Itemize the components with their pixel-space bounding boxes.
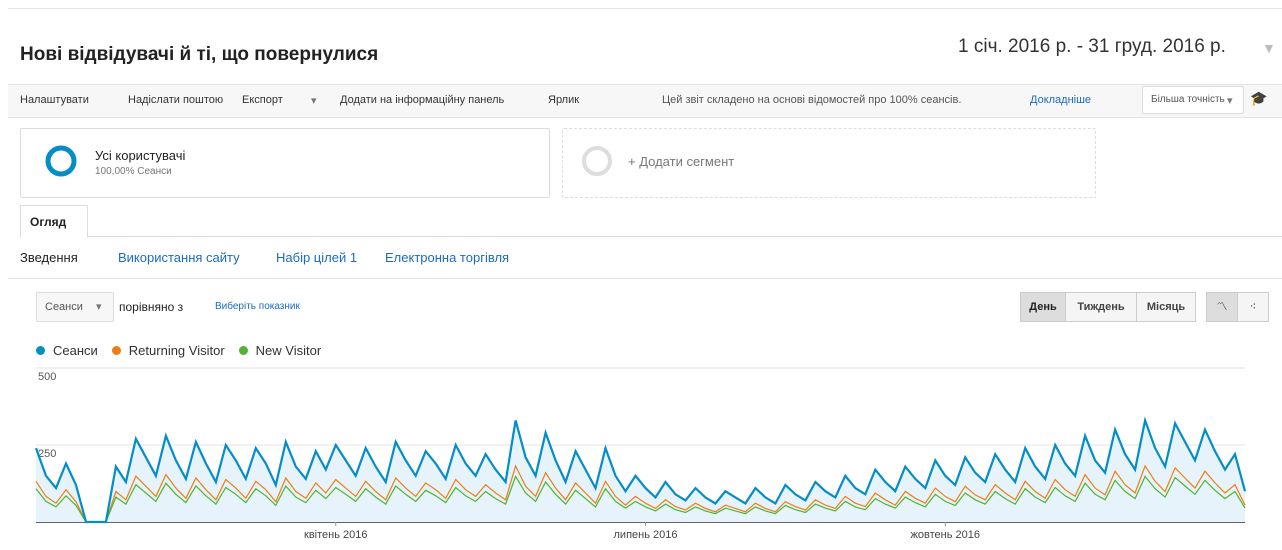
dropdown-arrow: ▾ [311,95,317,107]
y-tick-label: 250 [38,448,56,460]
motion-chart-toggle[interactable]: ⁖ [1237,292,1269,322]
series-line [34,416,1247,524]
segment-sub: 100,00% Сеанси [95,166,172,177]
report-note: Цей звіт складено на основі відомостей п… [662,94,962,106]
subtab[interactable]: Набір цілей 1 [276,250,358,265]
education-icon[interactable]: 🎓 [1250,90,1268,106]
legend-dot [36,346,45,355]
metric-select[interactable] [36,292,114,322]
toolbar [8,84,1282,118]
subtab[interactable]: Зведення [20,250,78,265]
segment-ring [45,145,77,177]
period-button[interactable]: День [1020,292,1066,322]
details-link[interactable]: Докладніше [1030,94,1092,106]
x-tick-label: жовтень 2016 [911,529,980,541]
tab[interactable] [20,205,88,238]
chart: 250 500 квітень 2016 липень 2016 жовтень 201… [34,367,1247,541]
toolbar-item[interactable]: Налаштувати [20,94,89,106]
add-segment-ring [582,146,612,176]
add-segment-card[interactable] [562,128,1096,198]
toolbar-item[interactable]: Експорт [242,94,283,106]
metric-label: Сеанси [45,301,83,313]
segment-card[interactable] [20,128,550,198]
subtab[interactable]: Електронна торгівля [385,250,510,265]
legend-label[interactable]: Сеанси [53,343,98,358]
x-tick-label: квітень 2016 [304,529,367,541]
choose-metric[interactable]: Виберіть показник [215,301,300,312]
compare-label: порівняно з [119,300,184,314]
x-tick-label: липень 2016 [614,529,678,541]
toolbar-item[interactable]: Додати на інформаційну панель [340,94,505,106]
precision-label: Більша точність [1151,94,1225,105]
report-title: Нові відвідувачі й ті, що повернулися [20,44,379,65]
y-tick-label: 500 [38,371,56,383]
tab-label: Огляд [30,215,67,229]
legend-label[interactable]: New Visitor [255,343,322,358]
dropdown-arrow: ▾ [1227,95,1233,107]
legend-label[interactable]: Returning Visitor [128,343,225,358]
segment-name: Усі користувачі [95,148,186,163]
subtab[interactable]: Використання сайту [118,250,240,265]
line-chart-toggle[interactable]: 〽 [1206,292,1238,322]
period-button[interactable]: Місяць [1136,292,1196,322]
divider [8,278,1282,279]
toolbar-item[interactable]: Ярлик [548,94,580,106]
tab-line [20,236,1282,237]
legend-dot [238,346,248,355]
legend-dot [111,346,121,355]
legend: Сеанси Returning Visitor New Visitor [36,343,321,358]
dropdown-arrow: ▾ [96,301,102,313]
add-segment[interactable]: + Додати сегмент [628,154,735,169]
date-dropdown[interactable]: ▼ [1262,40,1276,56]
series-line [35,475,1246,523]
series-line [35,464,1246,523]
series-area [36,420,1245,522]
toolbar-item[interactable]: Надіслати поштою [128,94,224,106]
date-range[interactable]: 1 січ. 2016 р. - 31 груд. 2016 р. [958,36,1226,57]
period-button[interactable]: Тиждень [1065,292,1137,322]
precision-select[interactable] [1142,86,1244,114]
